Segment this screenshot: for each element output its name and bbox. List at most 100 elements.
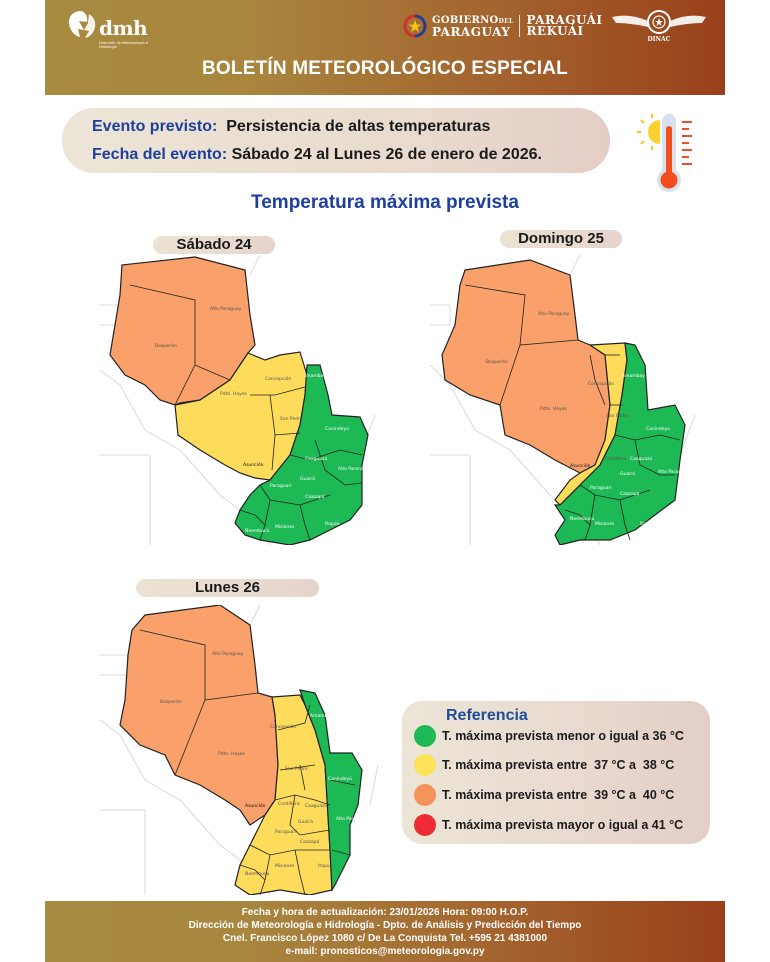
- government-logo: GOBIERNODEL PARAGUAY PARAGUÁI REKUÁI: [403, 12, 603, 40]
- map-sunday: Alto Paraguay Boquerón Pdte. Hayes Conce…: [430, 255, 696, 545]
- label-pte-hayes: Pdte. Hayes: [220, 391, 248, 397]
- gov-slogan-line1: PARAGUÁI: [526, 13, 603, 27]
- label-amambay: Amambay: [303, 373, 326, 379]
- label-alto-parana: Alto Paraná: [338, 465, 364, 472]
- footer-department: Dirección de Meteorología e Hidrología -…: [188, 920, 582, 931]
- label-guaira: Guairá: [298, 818, 313, 825]
- label-caaguazu: Caaguazú: [305, 455, 327, 462]
- bulletin-title: BOLETÍN METEOROLÓGICO ESPECIAL: [202, 58, 568, 79]
- label-alto-parana: Alto Paraná: [658, 468, 684, 475]
- legend-label: T. máxima prevista menor o igual a 36 °C: [442, 729, 684, 743]
- gov-slogan-line2: REKUÁI: [526, 24, 584, 38]
- winged-emblem-icon: [612, 10, 706, 34]
- dmh-logo-text: dmh: [99, 16, 148, 40]
- label-pte-hayes: Pdte. Hayes: [540, 406, 568, 412]
- label-neembucu: Ñeembucú: [570, 515, 594, 522]
- event-info-box: Evento previsto: Persistencia de altas t…: [62, 108, 610, 173]
- label-asuncion: Asunción: [243, 461, 264, 468]
- date-row: Fecha del evento: Sábado 24 al Lunes 26 …: [92, 146, 542, 164]
- label-alto-paraguay: Alto Paraguay: [212, 651, 244, 657]
- label-paraguari: Paraguarí: [270, 482, 292, 489]
- dinac-label: DINAC: [647, 36, 671, 43]
- label-paraguari: Paraguarí: [590, 484, 612, 491]
- gov-line1: GOBIERNO: [432, 14, 499, 26]
- label-concepcion: Concepción: [265, 375, 291, 382]
- label-san-pedro: San Pedro: [285, 766, 308, 772]
- label-guaira: Guairá: [620, 470, 635, 477]
- label-boqueron: Boquerón: [155, 342, 177, 349]
- event-label: Evento previsto:: [92, 118, 218, 135]
- label-pte-hayes: Pdte. Hayes: [218, 751, 246, 757]
- label-amambay: Amambay: [622, 373, 645, 379]
- label-misiones: Misiones: [595, 521, 615, 527]
- label-alto-paraguay: Alto Paraguay: [538, 311, 570, 317]
- footer-update-time: Fecha y hora de actualización: 23/01/202…: [241, 907, 529, 918]
- header-banner: dmh Dirección de Meteorología e Hidrolog…: [45, 0, 725, 95]
- dmh-logo-subtitle: Dirección de Meteorología e Hidrología: [99, 41, 149, 49]
- label-caaguazu: Caaguazú: [305, 802, 327, 809]
- red-dot-icon: [414, 814, 436, 836]
- legend-label: T. máxima prevista entre 39 °C a 40 °C: [442, 788, 675, 802]
- label-canindeyu: Canindeyú: [646, 425, 670, 432]
- legend-item: T. máxima prevista entre 37 °C a 38 °C: [414, 754, 674, 776]
- section-title: Temperatura máxima prevista: [251, 192, 519, 213]
- label-cordillera: Cordillera: [278, 801, 300, 807]
- date-value: Sábado 24 al Lunes 26 de enero de 2026.: [231, 146, 542, 163]
- label-itapua: Itapúa: [640, 520, 655, 527]
- event-row: Evento previsto: Persistencia de altas t…: [92, 118, 490, 136]
- legend-label: T. máxima prevista mayor o igual a 41 °C: [442, 818, 684, 832]
- dmh-logo: dmh Dirección de Meteorología e Hidrolog…: [65, 8, 160, 50]
- event-value: Persistencia de altas temperaturas: [226, 118, 491, 135]
- hot-thermometer-icon: [637, 114, 692, 192]
- logo-divider: [519, 15, 521, 37]
- yellow-dot-icon: [414, 754, 436, 776]
- label-cordillera: Cordillera: [605, 456, 627, 462]
- footer-email[interactable]: e-mail: pronosticos@meteorologia.gov.py: [285, 946, 485, 957]
- label-neembucu: Ñeembucú: [245, 870, 269, 877]
- map-saturday: Alto Paraguay Boquerón Pdte. Hayes Conce…: [100, 255, 376, 545]
- label-itapua: Itapúa: [325, 520, 340, 527]
- label-boqueron: Boquerón: [160, 698, 182, 705]
- footer-address: Cnel. Francisco López 1080 c/ De La Conq…: [222, 933, 548, 944]
- legend-title: Referencia: [446, 707, 528, 724]
- label-caazapa: Caazapá: [305, 493, 325, 500]
- legend-label: T. máxima prevista entre 37 °C a 38 °C: [442, 758, 675, 772]
- legend-item: T. máxima prevista entre 39 °C a 40 °C: [414, 784, 674, 806]
- map-monday: Alto Paraguay Boquerón Pdte. Hayes Conce…: [100, 605, 379, 895]
- label-caazapa: Caazapá: [620, 490, 640, 497]
- label-canindeyu: Canindeyú: [328, 775, 352, 782]
- label-boqueron: Boquerón: [486, 358, 508, 365]
- gov-line2: PARAGUAY: [432, 24, 511, 39]
- paraguay-seal-icon: [403, 14, 427, 38]
- label-misiones: Misiones: [275, 863, 295, 869]
- legend-item: T. máxima prevista mayor o igual a 41 °C: [414, 814, 683, 836]
- lightning-cloud-icon: [68, 11, 96, 38]
- label-paraguari: Paraguarí: [275, 828, 297, 835]
- orange-dot-icon: [414, 784, 436, 806]
- day-label-saturday: Sábado 24: [153, 236, 275, 254]
- label-canindeyu: Canindeyú: [325, 425, 349, 432]
- label-amambay: Amambay: [310, 713, 333, 719]
- legend-box: Referencia T. máxima prevista menor o ig…: [402, 701, 710, 844]
- label-itapua: Itapúa: [318, 862, 333, 869]
- label-asuncion: Asunción: [245, 802, 266, 809]
- label-neembucu: Ñeembucú: [245, 527, 269, 534]
- label-san-pedro: San Pedro: [606, 413, 629, 419]
- dinac-logo: DINAC: [610, 9, 708, 45]
- legend-item: T. máxima prevista menor o igual a 36 °C: [414, 725, 684, 747]
- label-asuncion: Asunción: [570, 462, 591, 469]
- label-alto-paraguay: Alto Paraguay: [210, 306, 242, 312]
- date-label: Fecha del evento:: [92, 146, 228, 163]
- footer-banner: Fecha y hora de actualización: 23/01/202…: [45, 901, 725, 962]
- day-label-sunday: Domingo 25: [500, 230, 622, 248]
- label-san-pedro: San Pedro: [280, 416, 303, 422]
- green-dot-icon: [414, 725, 436, 747]
- label-caazapa: Caazapá: [300, 838, 320, 845]
- label-caaguazu: Caaguazú: [630, 455, 652, 462]
- label-concepcion: Concepción: [270, 723, 296, 730]
- label-guaira: Guairá: [300, 475, 315, 482]
- label-misiones: Misiones: [275, 524, 295, 530]
- gov-line1-small: DEL: [498, 17, 514, 25]
- label-concepcion: Concepción: [588, 380, 614, 387]
- day-label-monday: Lunes 26: [136, 579, 319, 597]
